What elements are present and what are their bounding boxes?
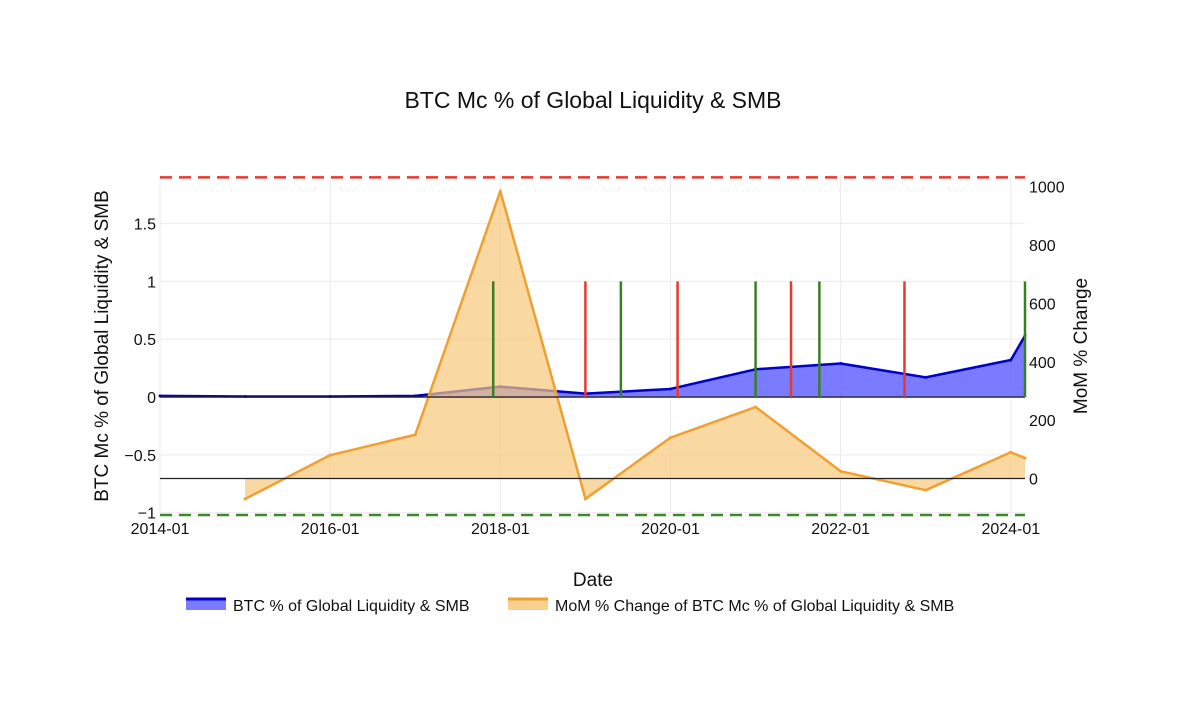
legend-label: MoM % Change of BTC Mc % of Global Liqui…	[555, 598, 954, 615]
x-axis-ticks: 2014-01 2016-01 2018-01 2020-01 2022-01 2024-…	[131, 521, 1041, 538]
y2-tick-label: 400	[1029, 355, 1056, 372]
y2-tick-label: 1000	[1029, 180, 1065, 197]
series-2-point	[839, 469, 843, 473]
series-2-point	[1023, 456, 1027, 460]
series-2-point	[498, 189, 502, 193]
y2-tick-label: 600	[1029, 296, 1056, 313]
y-tick-label: 0.5	[134, 332, 156, 349]
y-axis-title: BTC Mc % of Global Liquidity & SMB	[92, 190, 113, 502]
y2-tick-label: 800	[1029, 238, 1056, 255]
y-tick-label: −1	[138, 506, 156, 523]
chart-title: BTC Mc % of Global Liquidity & SMB	[404, 87, 781, 113]
x-tick-label: 2018-01	[471, 521, 530, 538]
x-tick-label: 2024-01	[981, 521, 1040, 538]
legend-label: BTC % of Global Liquidity & SMB	[233, 598, 470, 615]
series-1-point	[839, 362, 843, 366]
series-2-point	[924, 488, 928, 492]
reference-lines	[160, 176, 1025, 517]
series-1-point	[924, 375, 928, 379]
series-2-point	[1009, 450, 1013, 454]
signal-markers	[491, 281, 1027, 398]
series-1-point	[668, 387, 672, 391]
legend: BTC % of Global Liquidity & SMB MoM % Cha…	[186, 597, 954, 615]
series-2-point	[243, 497, 247, 501]
series-1-area	[160, 335, 1025, 398]
x-tick-label: 2020-01	[641, 521, 700, 538]
series-2-point	[328, 453, 332, 457]
x-tick-label: 2014-01	[131, 521, 190, 538]
series-areas	[158, 189, 1027, 501]
gridlines	[159, 175, 1025, 515]
y-tick-label: 1.5	[134, 217, 156, 234]
y-tick-label: −0.5	[124, 448, 156, 465]
y2-tick-label: 0	[1029, 472, 1038, 489]
y-tick-label: 0	[147, 390, 156, 407]
series-2-point	[754, 405, 758, 409]
series-2-area	[245, 191, 1025, 499]
y2-axis-title: MoM % Change	[1071, 278, 1092, 414]
y2-tick-label: 200	[1029, 413, 1056, 430]
x-tick-label: 2016-01	[301, 521, 360, 538]
series-2-point	[668, 436, 672, 440]
y2-axis-ticks: 0 200 400 600 800 1000	[1029, 180, 1065, 489]
x-axis-title: Date	[573, 570, 613, 591]
x-tick-label: 2022-01	[811, 521, 870, 538]
legend-swatch	[508, 599, 548, 610]
series-2-point	[413, 433, 417, 437]
y-axis-ticks: −1 −0.5 0 0.5 1 1.5	[124, 217, 156, 523]
legend-swatch	[186, 599, 226, 610]
series-2-point	[583, 497, 587, 501]
y-tick-label: 1	[147, 274, 156, 291]
series-1-point	[1009, 358, 1013, 362]
